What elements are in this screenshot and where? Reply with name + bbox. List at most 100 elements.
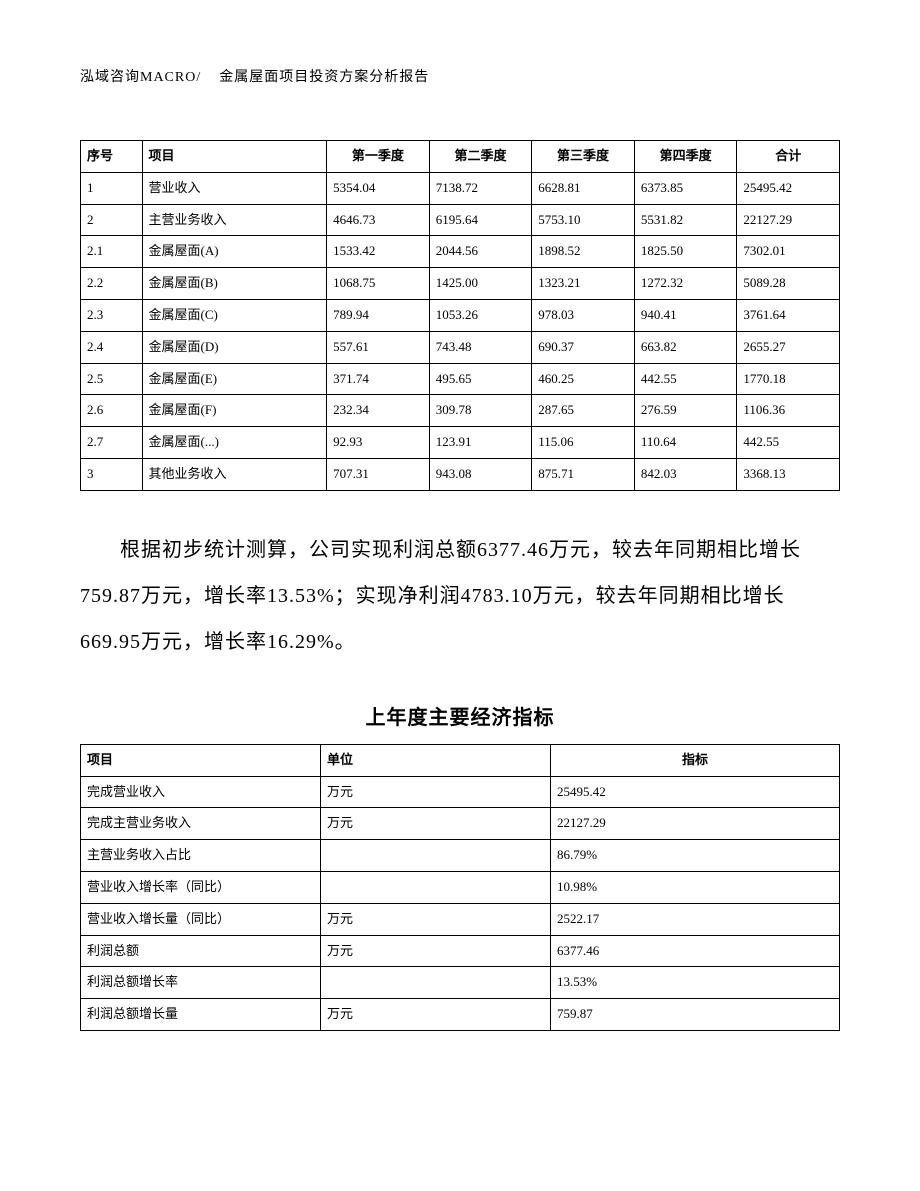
cell-total: 1106.36 xyxy=(737,395,840,427)
table-row: 利润总额万元6377.46 xyxy=(81,935,840,967)
quarterly-revenue-table: 序号 项目 第一季度 第二季度 第三季度 第四季度 合计 1营业收入5354.0… xyxy=(80,140,840,491)
cell-q1: 371.74 xyxy=(327,363,430,395)
cell-q4: 110.64 xyxy=(634,427,737,459)
cell-indicator: 759.87 xyxy=(551,999,840,1031)
cell-total: 5089.28 xyxy=(737,268,840,300)
table-header-row: 项目 单位 指标 xyxy=(81,744,840,776)
col-indicator: 指标 xyxy=(551,744,840,776)
cell-q3: 460.25 xyxy=(532,363,635,395)
cell-unit: 万元 xyxy=(321,999,551,1031)
cell-total: 7302.01 xyxy=(737,236,840,268)
cell-item: 金属屋面(A) xyxy=(142,236,327,268)
cell-q1: 1533.42 xyxy=(327,236,430,268)
table-row: 利润总额增长率13.53% xyxy=(81,967,840,999)
cell-q2: 123.91 xyxy=(429,427,532,459)
cell-q3: 6628.81 xyxy=(532,172,635,204)
table-row: 2.2金属屋面(B)1068.751425.001323.211272.3250… xyxy=(81,268,840,300)
table1-body: 1营业收入5354.047138.726628.816373.8525495.4… xyxy=(81,172,840,490)
col-item: 项目 xyxy=(142,141,327,173)
cell-item: 营业收入 xyxy=(142,172,327,204)
table-row: 2主营业务收入4646.736195.645753.105531.8222127… xyxy=(81,204,840,236)
header-right: 金属屋面项目投资方案分析报告 xyxy=(219,70,429,85)
cell-total: 442.55 xyxy=(737,427,840,459)
table-row: 营业收入增长率（同比） 10.98% xyxy=(81,871,840,903)
cell-q3: 287.65 xyxy=(532,395,635,427)
table-row: 2.5金属屋面(E)371.74495.65460.25442.551770.1… xyxy=(81,363,840,395)
cell-q4: 663.82 xyxy=(634,331,737,363)
cell-q4: 1272.32 xyxy=(634,268,737,300)
cell-total: 25495.42 xyxy=(737,172,840,204)
cell-item: 金属屋面(B) xyxy=(142,268,327,300)
cell-total: 1770.18 xyxy=(737,363,840,395)
cell-q4: 5531.82 xyxy=(634,204,737,236)
cell-seq: 2.5 xyxy=(81,363,143,395)
table-header-row: 序号 项目 第一季度 第二季度 第三季度 第四季度 合计 xyxy=(81,141,840,173)
cell-q4: 940.41 xyxy=(634,299,737,331)
cell-q1: 92.93 xyxy=(327,427,430,459)
section-title: 上年度主要经济指标 xyxy=(80,701,840,730)
table-row: 利润总额增长量万元759.87 xyxy=(81,999,840,1031)
table-row: 1营业收入5354.047138.726628.816373.8525495.4… xyxy=(81,172,840,204)
col-unit: 单位 xyxy=(321,744,551,776)
table-row: 3其他业务收入707.31943.08875.71842.033368.13 xyxy=(81,458,840,490)
cell-indicator: 22127.29 xyxy=(551,808,840,840)
cell-q3: 1898.52 xyxy=(532,236,635,268)
cell-item: 主营业务收入 xyxy=(142,204,327,236)
cell-indicator: 10.98% xyxy=(551,871,840,903)
cell-q2: 6195.64 xyxy=(429,204,532,236)
cell-seq: 3 xyxy=(81,458,143,490)
cell-q4: 1825.50 xyxy=(634,236,737,268)
cell-seq: 2.6 xyxy=(81,395,143,427)
cell-q1: 557.61 xyxy=(327,331,430,363)
cell-q3: 5753.10 xyxy=(532,204,635,236)
col-item: 项目 xyxy=(81,744,321,776)
cell-unit: 万元 xyxy=(321,776,551,808)
header-left: 泓域咨询MACRO/ xyxy=(80,70,201,85)
cell-unit: 万元 xyxy=(321,808,551,840)
cell-q2: 495.65 xyxy=(429,363,532,395)
cell-total: 3368.13 xyxy=(737,458,840,490)
cell-q2: 1053.26 xyxy=(429,299,532,331)
cell-unit: 万元 xyxy=(321,903,551,935)
cell-q3: 690.37 xyxy=(532,331,635,363)
table-row: 2.4金属屋面(D)557.61743.48690.37663.822655.2… xyxy=(81,331,840,363)
cell-item: 金属屋面(F) xyxy=(142,395,327,427)
col-seq: 序号 xyxy=(81,141,143,173)
cell-q1: 4646.73 xyxy=(327,204,430,236)
cell-q3: 115.06 xyxy=(532,427,635,459)
economic-indicators-table: 项目 单位 指标 完成营业收入万元25495.42 完成主营业务收入万元2212… xyxy=(80,744,840,1031)
cell-item: 利润总额增长率 xyxy=(81,967,321,999)
cell-q2: 743.48 xyxy=(429,331,532,363)
page-header: 泓域咨询MACRO/ 金属屋面项目投资方案分析报告 xyxy=(80,66,840,86)
table-row: 主营业务收入占比86.79% xyxy=(81,840,840,872)
cell-q2: 7138.72 xyxy=(429,172,532,204)
cell-seq: 2.3 xyxy=(81,299,143,331)
cell-item: 金属屋面(C) xyxy=(142,299,327,331)
table-row: 完成主营业务收入万元22127.29 xyxy=(81,808,840,840)
analysis-paragraph: 根据初步统计测算，公司实现利润总额6377.46万元，较去年同期相比增长759.… xyxy=(80,527,840,665)
cell-q1: 5354.04 xyxy=(327,172,430,204)
cell-indicator: 6377.46 xyxy=(551,935,840,967)
cell-total: 3761.64 xyxy=(737,299,840,331)
cell-q2: 2044.56 xyxy=(429,236,532,268)
cell-indicator: 25495.42 xyxy=(551,776,840,808)
cell-total: 2655.27 xyxy=(737,331,840,363)
table-row: 2.3金属屋面(C)789.941053.26978.03940.413761.… xyxy=(81,299,840,331)
cell-unit xyxy=(321,871,551,903)
cell-item: 完成主营业务收入 xyxy=(81,808,321,840)
cell-item: 营业收入增长率（同比） xyxy=(81,871,321,903)
cell-q1: 1068.75 xyxy=(327,268,430,300)
cell-q4: 842.03 xyxy=(634,458,737,490)
cell-item: 利润总额增长量 xyxy=(81,999,321,1031)
table-row: 完成营业收入万元25495.42 xyxy=(81,776,840,808)
cell-seq: 2.4 xyxy=(81,331,143,363)
cell-seq: 2.1 xyxy=(81,236,143,268)
cell-item: 主营业务收入占比 xyxy=(81,840,321,872)
cell-item: 金属屋面(...) xyxy=(142,427,327,459)
cell-q3: 1323.21 xyxy=(532,268,635,300)
cell-seq: 2 xyxy=(81,204,143,236)
cell-item: 完成营业收入 xyxy=(81,776,321,808)
table-row: 营业收入增长量（同比）万元2522.17 xyxy=(81,903,840,935)
cell-q1: 789.94 xyxy=(327,299,430,331)
table-row: 2.6金属屋面(F)232.34309.78287.65276.591106.3… xyxy=(81,395,840,427)
